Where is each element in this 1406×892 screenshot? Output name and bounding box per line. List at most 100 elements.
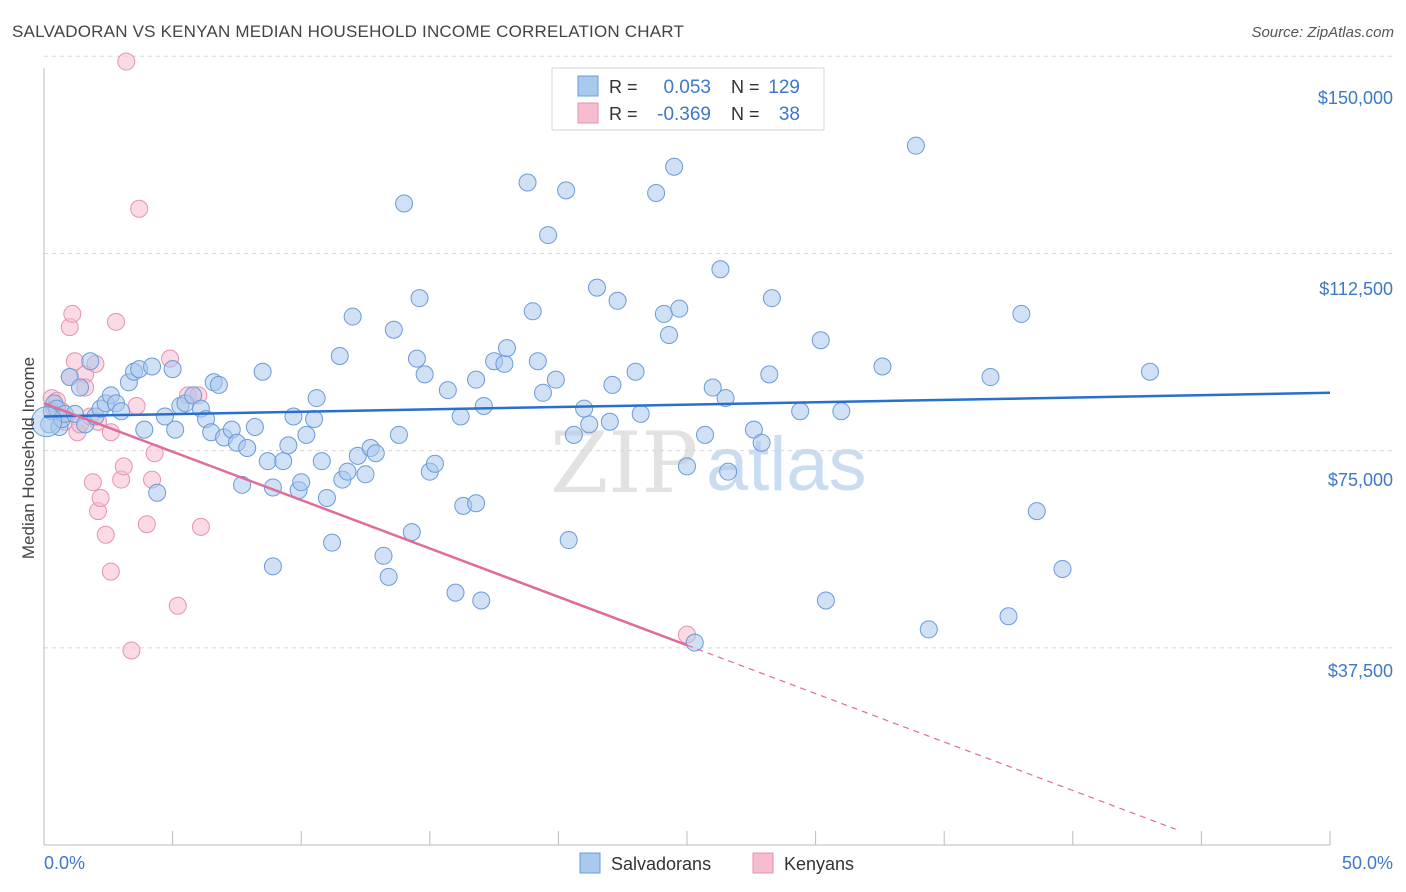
salvadoran-point-103 bbox=[647, 184, 666, 202]
legend-n-label-1: N = bbox=[731, 77, 760, 97]
kenyan-point-27 bbox=[127, 396, 146, 415]
salvadoran-point-22 bbox=[143, 357, 162, 376]
kenyan-point-19 bbox=[96, 525, 115, 544]
salvadoran-point-121 bbox=[816, 591, 835, 610]
legend-top: R = 0.053 N = 129 R = -0.369 N = 38 bbox=[551, 67, 825, 131]
salvadoran-point-40 bbox=[245, 417, 264, 436]
salvadoran-point-108 bbox=[678, 457, 696, 476]
salvadoran-point-104 bbox=[654, 304, 673, 323]
kenyan-point-26 bbox=[122, 641, 141, 660]
kenyan-point-14 bbox=[83, 473, 102, 492]
salvadoran-point-91 bbox=[546, 370, 565, 389]
y-tick-label-37500: $37,500 bbox=[1328, 661, 1393, 681]
y-tick-label-112500: $112,500 bbox=[1319, 279, 1393, 299]
chart-title: SALVADORAN VS KENYAN MEDIAN HOUSEHOLD IN… bbox=[12, 22, 685, 41]
salvadoran-point-23 bbox=[148, 483, 167, 502]
salvadoran-point-69 bbox=[402, 523, 421, 542]
salvadoran-point-82 bbox=[474, 396, 493, 415]
salvadoran-point-118 bbox=[762, 289, 781, 308]
salvadoran-point-29 bbox=[184, 386, 203, 405]
salvadoran-point-93 bbox=[559, 531, 578, 550]
salvadoran-point-85 bbox=[497, 339, 516, 358]
gridlines bbox=[44, 55, 1395, 649]
y-axis-title: Median Household Income bbox=[19, 357, 38, 559]
salvadoran-point-87 bbox=[523, 302, 542, 321]
salvadoran-point-74 bbox=[425, 454, 444, 473]
legend-bottom: Salvadorans Kenyans bbox=[579, 852, 854, 874]
kenyan-point-18 bbox=[91, 488, 110, 507]
salvadoran-point-89 bbox=[533, 383, 552, 402]
salvadoran-point-41 bbox=[253, 362, 272, 381]
salvadoran-point-95 bbox=[575, 399, 594, 418]
salvadoran-point-98 bbox=[600, 412, 619, 431]
legend-r-label-1: R = bbox=[609, 77, 638, 97]
x-tick-label-0: 0.0% bbox=[44, 853, 85, 873]
salvadoran-point-101 bbox=[626, 362, 645, 381]
salvadoran-point-9 bbox=[71, 378, 90, 397]
salvadoran-point-81 bbox=[472, 591, 491, 610]
legend-n-value-1: 129 bbox=[768, 77, 800, 98]
salvadoran-point-46 bbox=[279, 436, 298, 455]
kenyan-point-33 bbox=[168, 596, 187, 615]
salvadoran-point-122 bbox=[832, 402, 851, 421]
salvadoran-point-61 bbox=[356, 465, 375, 484]
salvadoran-point-58 bbox=[338, 462, 357, 481]
salvadoran-point-56 bbox=[330, 347, 349, 365]
salvadoran-point-51 bbox=[305, 410, 324, 429]
salvadoran-point-67 bbox=[389, 425, 408, 444]
y-tick-label-150000: $150,000 bbox=[1318, 88, 1393, 108]
kenyan-point-24 bbox=[114, 457, 133, 476]
salvadoran-point-45 bbox=[274, 452, 293, 471]
legend-swatch-salvadorans bbox=[577, 75, 599, 97]
salvadoran-point-131 bbox=[1140, 362, 1159, 381]
legend-bottom-label-kenyans: Kenyans bbox=[784, 854, 854, 874]
salvadoran-point-96 bbox=[580, 415, 599, 434]
salvadoran-point-49 bbox=[292, 473, 311, 492]
salvadoran-point-52 bbox=[307, 389, 326, 408]
legend-bottom-label-salvadorans: Salvadorans bbox=[611, 854, 711, 874]
legend-r-value-2: -0.369 bbox=[657, 104, 711, 125]
salvadoran-point-105 bbox=[659, 325, 678, 344]
salvadoran-point-128 bbox=[1012, 304, 1031, 323]
salvadoran-point-119 bbox=[791, 402, 810, 421]
salvadoran-point-42 bbox=[258, 452, 277, 471]
salvadoran-point-99 bbox=[603, 375, 622, 394]
kenyans-trend-line bbox=[43, 402, 688, 647]
salvadoran-point-86 bbox=[518, 173, 537, 192]
kenyan-point-25 bbox=[117, 52, 136, 71]
salvadoran-point-109 bbox=[685, 633, 704, 652]
kenyan-point-7 bbox=[63, 304, 82, 323]
salvadoran-point-124 bbox=[906, 136, 925, 155]
salvadoran-point-17 bbox=[112, 402, 131, 421]
salvadoran-point-114 bbox=[719, 462, 738, 481]
salvadoran-point-63 bbox=[366, 444, 385, 463]
salvadoran-point-115 bbox=[744, 420, 763, 439]
salvadoran-point-112 bbox=[711, 260, 730, 279]
salvadorans-trend-line bbox=[43, 391, 1331, 418]
salvadoran-point-24 bbox=[155, 407, 174, 426]
axes bbox=[43, 68, 1331, 846]
salvadoran-point-90 bbox=[539, 226, 558, 245]
salvadoran-point-110 bbox=[696, 425, 715, 444]
salvadoran-point-92 bbox=[557, 181, 576, 200]
salvadoran-point-65 bbox=[379, 567, 398, 586]
legend-swatch-kenyans bbox=[577, 102, 599, 124]
salvadoran-point-54 bbox=[317, 488, 336, 507]
kenyan-point-36 bbox=[191, 517, 210, 536]
salvadoran-point-107 bbox=[670, 299, 689, 318]
kenyans-trend-extension bbox=[686, 644, 1176, 830]
salvadoran-point-127 bbox=[999, 607, 1018, 626]
salvadoran-point-70 bbox=[407, 349, 426, 368]
salvadoran-point-77 bbox=[451, 407, 470, 426]
salvadoran-point-79 bbox=[467, 494, 486, 513]
kenyan-point-29 bbox=[137, 515, 156, 534]
salvadoran-point-39 bbox=[238, 439, 257, 458]
salvadoran-point-126 bbox=[981, 368, 1000, 387]
salvadoran-point-116 bbox=[752, 433, 771, 452]
salvadoran-point-64 bbox=[374, 546, 393, 565]
salvadoran-point-88 bbox=[528, 352, 547, 371]
salvadoran-cluster-marker bbox=[31, 406, 63, 438]
salvadoran-point-111 bbox=[703, 378, 722, 397]
salvadoran-point-50 bbox=[297, 425, 316, 444]
